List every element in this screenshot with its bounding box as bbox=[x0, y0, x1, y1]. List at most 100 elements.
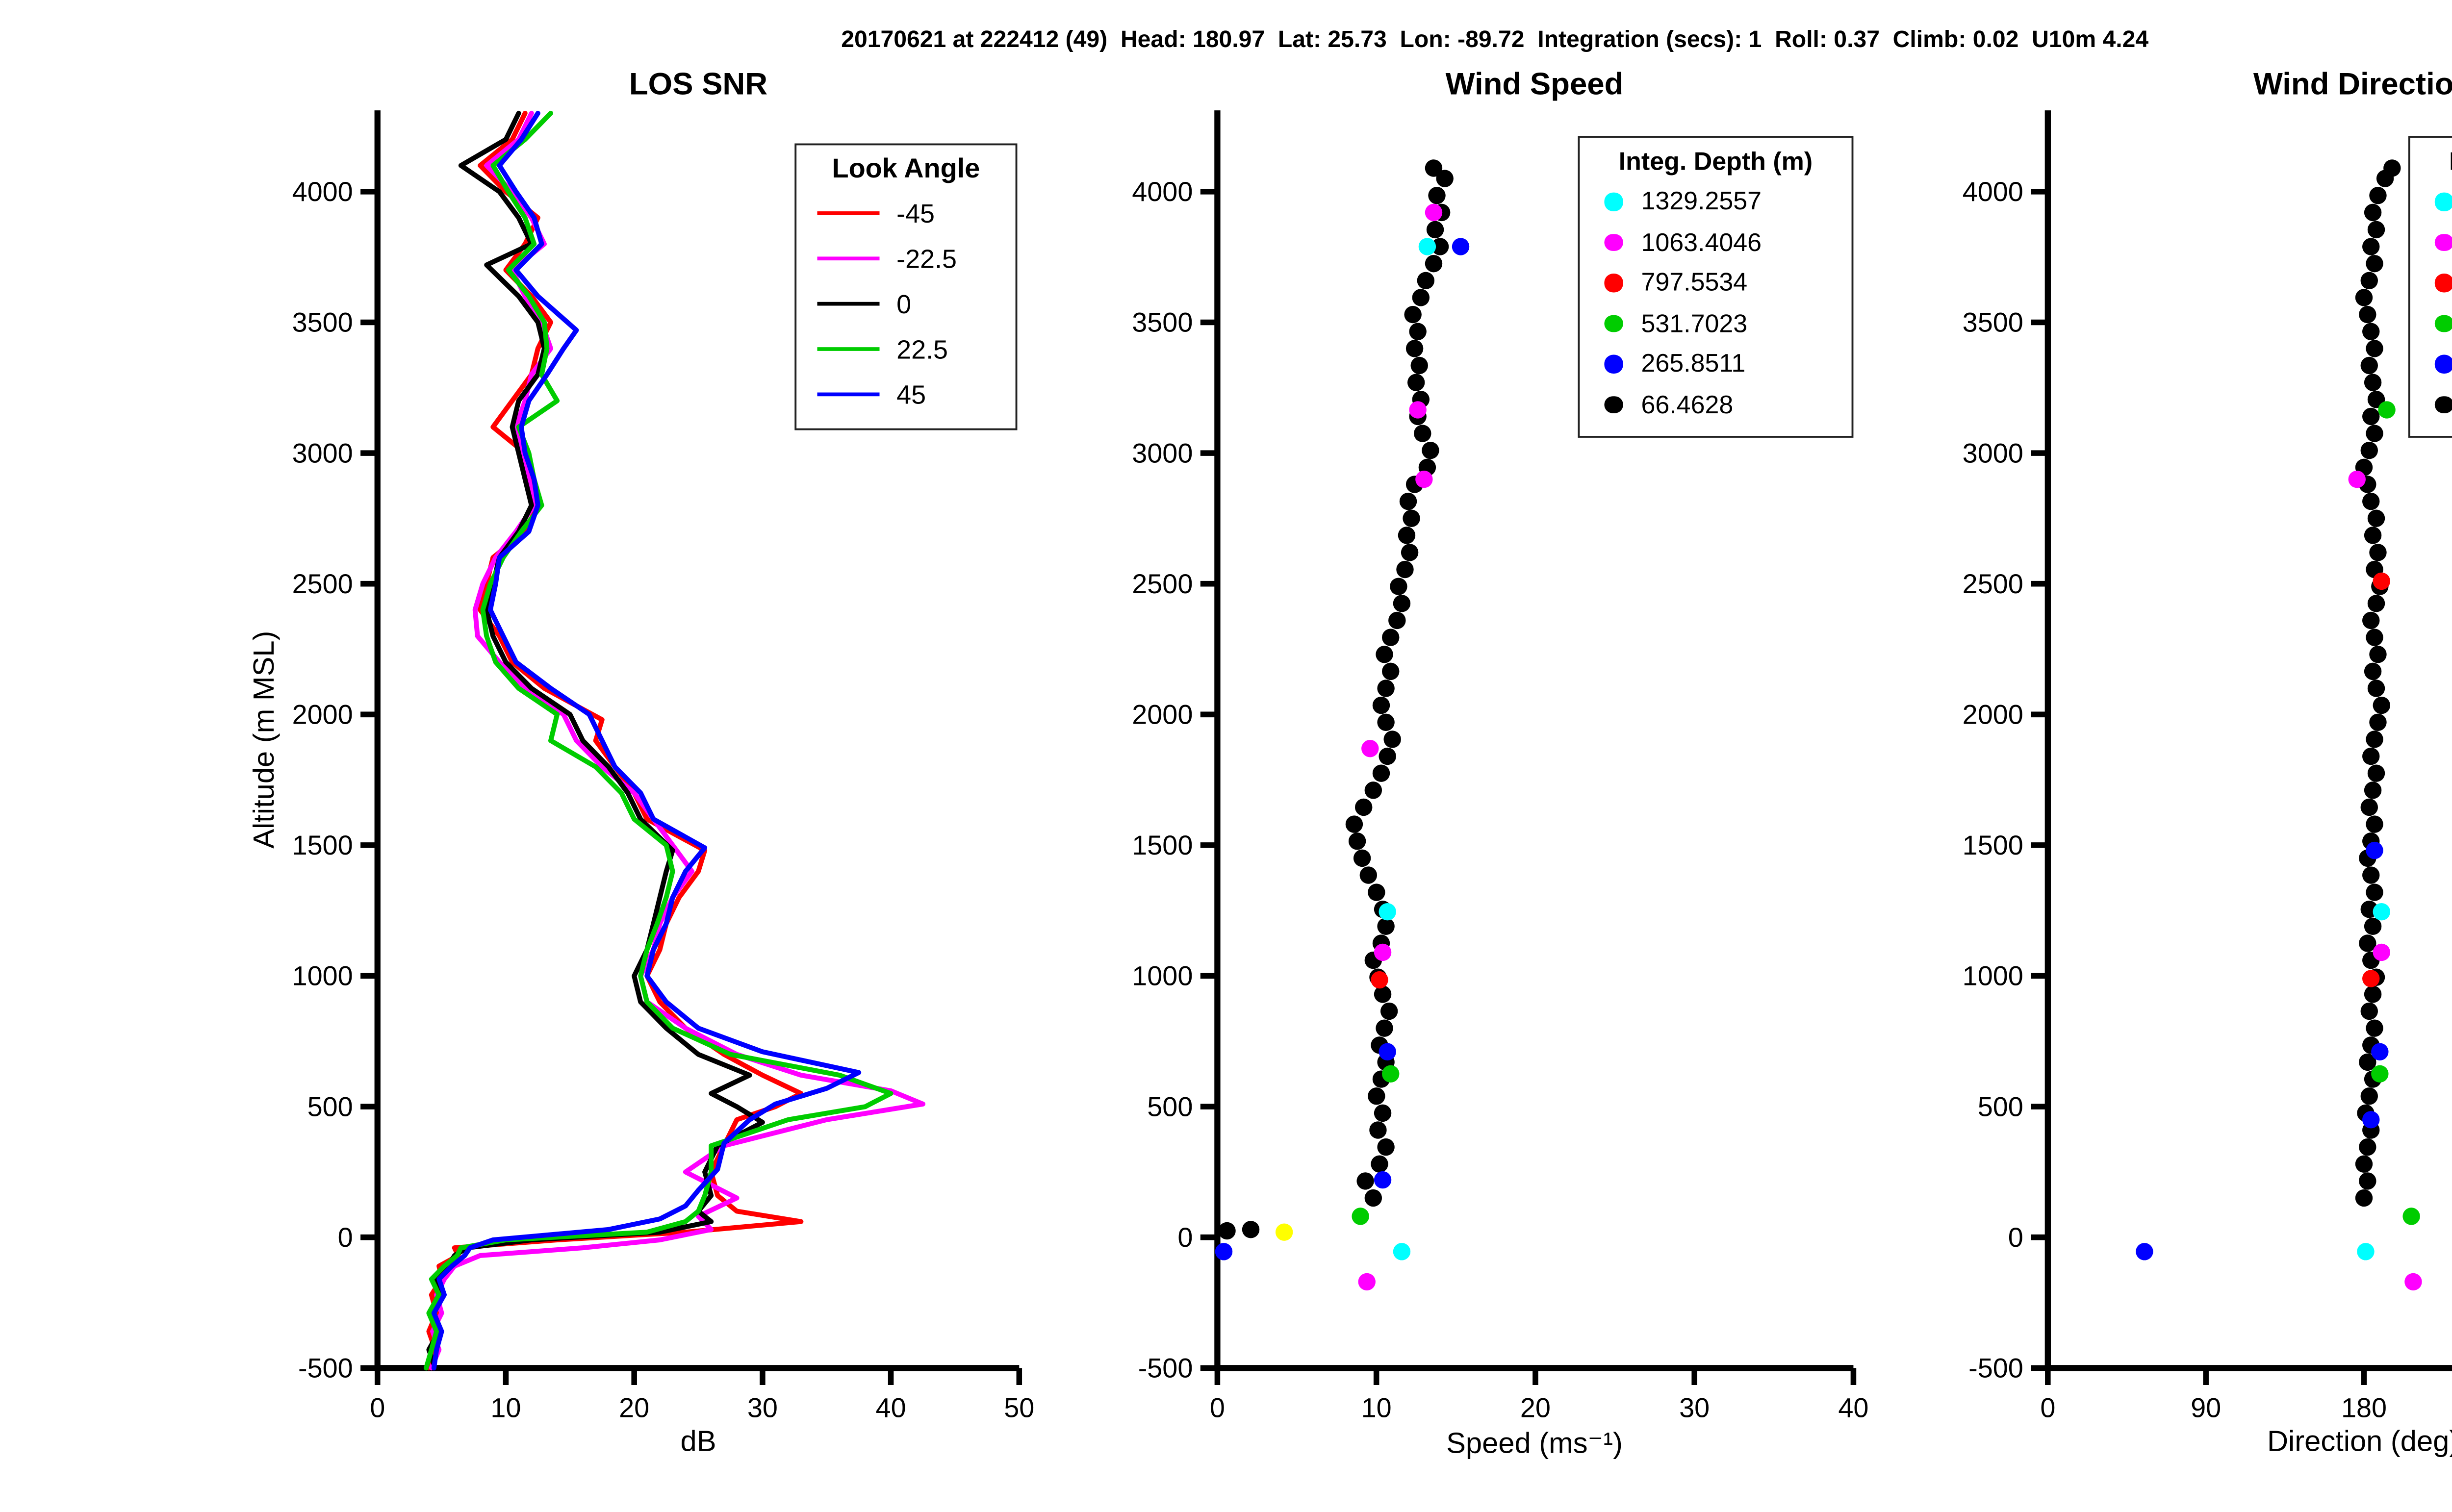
ylabel-altitude: Altitude (m MSL) bbox=[249, 630, 281, 849]
xlabel-speed: Speed (ms⁻¹) bbox=[1446, 1428, 1623, 1461]
point-66.4628 bbox=[1356, 1172, 1374, 1190]
point-531.7023 bbox=[1382, 1065, 1400, 1083]
point-531.7023 bbox=[2378, 401, 2396, 419]
point-66.4628 bbox=[2359, 1053, 2376, 1071]
legend-dot-swatch bbox=[2434, 233, 2452, 251]
point-66.4628 bbox=[2360, 1087, 2378, 1105]
chart-title-wind-speed: Wind Speed bbox=[1445, 68, 1624, 102]
point-66.4628 bbox=[2367, 509, 2385, 527]
point-66.4628 bbox=[1376, 1019, 1393, 1037]
y-tick-label: 0 bbox=[2008, 1222, 2023, 1253]
y-tick-label: 2500 bbox=[292, 568, 353, 599]
legend-item: 66.4628 bbox=[1580, 384, 1851, 425]
point-1329.2557 bbox=[1393, 1243, 1411, 1260]
point-66.4628 bbox=[2362, 747, 2380, 765]
point-66.4628 bbox=[2364, 527, 2382, 544]
legend-item: 797.5534 bbox=[2410, 262, 2452, 303]
x-tick-label: 50 bbox=[1004, 1392, 1034, 1423]
legend-entry-label: -45 bbox=[896, 198, 935, 228]
point-531.7023 bbox=[2402, 1208, 2420, 1225]
y-tick-label: 1500 bbox=[292, 830, 353, 860]
y-tick-label: 0 bbox=[1177, 1222, 1193, 1253]
point-66.4628 bbox=[2362, 238, 2380, 255]
series-line-22.5 bbox=[424, 110, 894, 1371]
point-66.4628 bbox=[1431, 238, 1449, 255]
point-797.5534 bbox=[2373, 572, 2390, 590]
point-66.4628 bbox=[2366, 883, 2383, 901]
legend-entry-label: 1063.4046 bbox=[1641, 227, 1762, 256]
legend-dot-swatch bbox=[1604, 395, 1622, 413]
point-66.4628 bbox=[2360, 272, 2378, 290]
point-66.4628 bbox=[1425, 159, 1443, 177]
point-66.4628 bbox=[1364, 781, 1382, 799]
legend-item: 1329.2557 bbox=[2410, 181, 2452, 222]
legend-entry-label: 45 bbox=[896, 379, 926, 410]
y-tick-label: 3000 bbox=[1963, 437, 2023, 468]
x-tick-label: 10 bbox=[1361, 1392, 1392, 1423]
y-tick-label: -500 bbox=[298, 1353, 353, 1384]
legend-line-swatch bbox=[817, 301, 880, 306]
x-tick-label: 10 bbox=[490, 1392, 521, 1423]
x-tick-label: 20 bbox=[1520, 1392, 1551, 1423]
legend-item: 45 bbox=[796, 372, 1015, 417]
legend-entry-label: 797.5534 bbox=[1641, 268, 1748, 297]
legend-entry-label: 66.4628 bbox=[1641, 390, 1734, 419]
chart-title-los-snr: LOS SNR bbox=[629, 68, 768, 102]
point-66.4628 bbox=[1369, 1121, 1387, 1139]
legend-item: 265.8511 bbox=[2410, 343, 2452, 384]
point-66.4628 bbox=[2373, 696, 2390, 714]
legend-item: 0 bbox=[796, 281, 1015, 326]
y-tick-label: 4000 bbox=[292, 176, 353, 207]
point-66.4628 bbox=[2366, 340, 2383, 357]
legend-dot-swatch bbox=[2434, 314, 2452, 332]
point-66.4628 bbox=[1353, 849, 1371, 867]
y-tick-label: 500 bbox=[307, 1091, 353, 1122]
legend-item: -45 bbox=[796, 191, 1015, 236]
y-tick-label: 2000 bbox=[1963, 699, 2023, 730]
point-66.4628 bbox=[2367, 764, 2385, 782]
legend-dot-swatch bbox=[2434, 354, 2452, 373]
legend-entry-label: 22.5 bbox=[896, 334, 948, 364]
point-66.4628 bbox=[2366, 254, 2383, 273]
point-1329.2557 bbox=[1379, 903, 1396, 921]
point-265.8511 bbox=[1452, 238, 1470, 255]
point-66.4628 bbox=[2359, 934, 2376, 952]
point-66.4628 bbox=[1242, 1221, 1260, 1238]
point-66.4628 bbox=[1383, 731, 1401, 748]
look-angle-legend: Look Angle -45 -22.5 0 22.5 45 bbox=[794, 143, 1018, 430]
point-1063.4046 bbox=[1409, 401, 1427, 419]
point-66.4628 bbox=[1422, 441, 1439, 459]
point-66.4628 bbox=[1399, 492, 1417, 510]
legend-item: 1063.4046 bbox=[2410, 222, 2452, 262]
header-info: 20170621 at 222412 (49) Head: 180.97 Lat… bbox=[841, 26, 2149, 53]
xlabel-db: dB bbox=[680, 1426, 716, 1459]
point-66.4628 bbox=[2355, 1155, 2373, 1173]
point-1063.4046 bbox=[2404, 1273, 2422, 1291]
legend-entry-label: 265.8511 bbox=[1641, 349, 1746, 378]
point-1063.4046 bbox=[1361, 740, 1379, 757]
point-66.4628 bbox=[1401, 544, 1419, 561]
y-tick-label: 0 bbox=[338, 1222, 353, 1253]
y-tick-label: 500 bbox=[1978, 1091, 2023, 1122]
legend-entry-label: 1329.2557 bbox=[1641, 187, 1762, 216]
point-66.4628 bbox=[1425, 254, 1443, 273]
legend-dot-swatch bbox=[2434, 192, 2452, 211]
point-66.4628 bbox=[1379, 747, 1396, 765]
point-265.8511 bbox=[1215, 1243, 1233, 1260]
y-tick-label: 1000 bbox=[292, 960, 353, 991]
point-66.4628 bbox=[1396, 560, 1414, 579]
legend-title: Integ. Depth (m) bbox=[1618, 147, 1813, 176]
x-tick-label: 90 bbox=[2191, 1392, 2221, 1423]
legend-items: 1329.25571063.4046797.5534531.7023265.85… bbox=[2410, 181, 2452, 424]
point-66.4628 bbox=[2364, 985, 2382, 1003]
point-66.4628 bbox=[2359, 1138, 2376, 1156]
point-66.4628 bbox=[2360, 441, 2378, 459]
point-66.4628 bbox=[2362, 492, 2380, 510]
y-tick-label: -500 bbox=[1138, 1353, 1193, 1384]
legend-item: 66.4628 bbox=[2410, 384, 2452, 425]
legend-entry-label: 0 bbox=[896, 288, 912, 319]
point-1063.4046 bbox=[2373, 943, 2390, 961]
legend-item: 797.5534 bbox=[1580, 262, 1851, 303]
x-tick-label: 30 bbox=[1679, 1392, 1710, 1423]
